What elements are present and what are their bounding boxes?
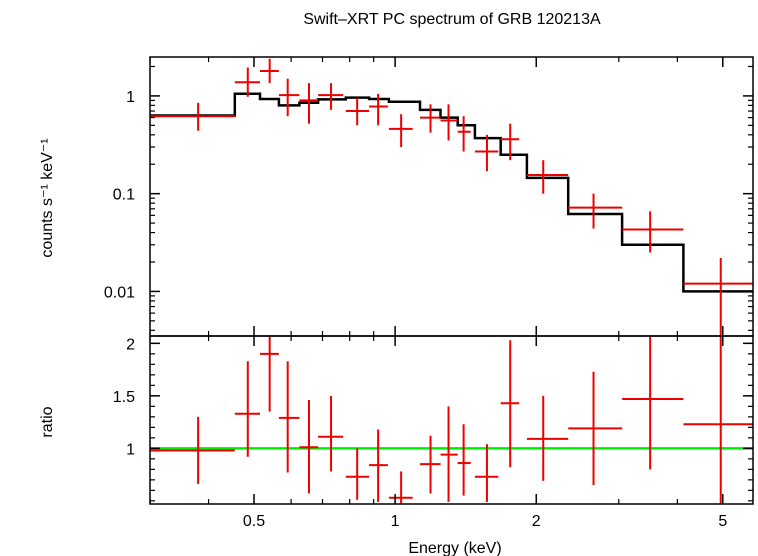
x-tick-label: 2 [532,513,541,530]
ratio-point [440,406,458,502]
spectrum-y-axis-label: counts s⁻¹ keV⁻¹ [39,138,56,257]
spectrum-point [278,78,300,117]
ratio-point [299,400,319,494]
ratio-point [500,340,520,468]
spectrum-panel: 1 0.1 0.01 counts s⁻¹ keV⁻¹ [39,56,754,337]
x-axis-label: Energy (keV) [408,540,501,556]
spectrum-point [419,104,441,133]
spectrum-point [500,123,520,161]
spectrum-point [260,58,279,84]
chart-title: Swift–XRT PC spectrum of GRB 120213A [303,11,601,28]
spectrum-y-tick-label: 0.01 [104,284,135,301]
spectrum-point [318,83,344,110]
x-tick-label: 1 [391,513,400,530]
spectrum-point [622,211,684,253]
ratio-y-tick-label: 2 [126,336,135,353]
spectrum-panel-frame [149,56,754,337]
ratio-y-axis-label: ratio [39,406,56,437]
spectrum-point [683,257,753,336]
spectrum-point [440,104,458,141]
x-tick-label: 5 [718,513,727,530]
spectrum-y-tick-label: 0.1 [113,187,135,204]
ratio-point [622,336,684,470]
ratio-point [568,371,623,486]
spectrum-point [526,160,569,194]
ratio-point [419,435,441,494]
ratio-point [150,416,235,485]
spectrum-y-tick-label: 1 [126,89,135,106]
spectrum-point [345,98,370,126]
ratio-point [457,424,471,496]
spectrum-point [369,93,388,126]
spectrum-point [568,193,623,229]
ratio-point [260,336,279,412]
ratio-y-tick-label: 1.5 [113,389,135,406]
model-step-line [150,92,753,293]
ratio-point [318,395,344,472]
ratio-point [474,444,499,502]
ratio-point [683,336,753,504]
ratio-y-tick-label: 1 [126,441,135,458]
ratio-point [369,429,388,502]
ratio-point [526,395,569,481]
spectrum-point [457,116,471,152]
ratio-point [234,361,261,457]
spectrum-point [234,67,261,97]
spectrum-point [388,114,413,148]
spectrum-point [150,102,235,131]
spectrum-point [299,83,319,124]
ratio-panel: 1 1.5 2 ratio [39,335,754,505]
ratio-point [278,361,300,473]
spectrum-point [474,134,499,172]
ratio-point [388,471,413,504]
ratio-panel-frame [149,335,754,505]
x-tick-label: 0.5 [243,513,265,530]
ratio-point [345,448,370,500]
